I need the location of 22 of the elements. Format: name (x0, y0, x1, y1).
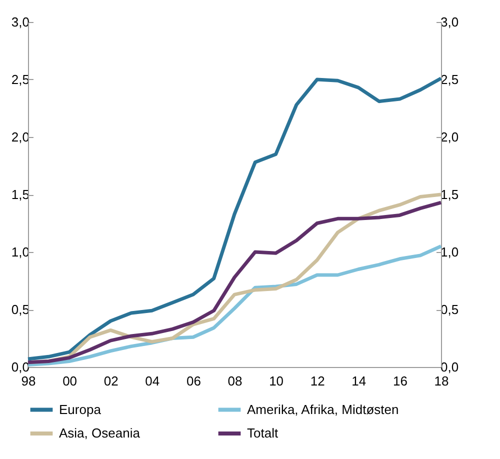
legend-label: Asia, Oseania (59, 426, 141, 440)
legend-label: Europa (59, 402, 102, 417)
x-tick-label: 08 (228, 374, 242, 388)
x-tick-label: 98 (21, 374, 36, 388)
legend-label: Totalt (247, 426, 278, 440)
y2-tick-label: 2,0 (440, 130, 459, 144)
y2-tick-label: 1,5 (440, 187, 459, 202)
x-tick-label: 06 (186, 374, 201, 388)
y2-tick-label: 3,0 (440, 14, 459, 30)
line-series (26, 76, 443, 361)
legend-label: Amerika, Afrika, Midtøsten (247, 402, 399, 417)
y2-tick-label: 2,5 (440, 72, 459, 87)
x-tick-label: 00 (62, 374, 78, 388)
y-tick-label: 3,0 (11, 14, 30, 30)
x-tick-label: 14 (352, 374, 366, 388)
x-tick-label: 04 (145, 374, 160, 388)
x-tick-label: 12 (310, 374, 325, 388)
y2-tick-label: 1,0 (440, 244, 459, 260)
x-tick-label: 18 (434, 374, 449, 388)
x-tick-label: 10 (269, 374, 284, 388)
x-tick-label: 02 (104, 374, 118, 388)
x-tick-label: 16 (392, 374, 408, 388)
